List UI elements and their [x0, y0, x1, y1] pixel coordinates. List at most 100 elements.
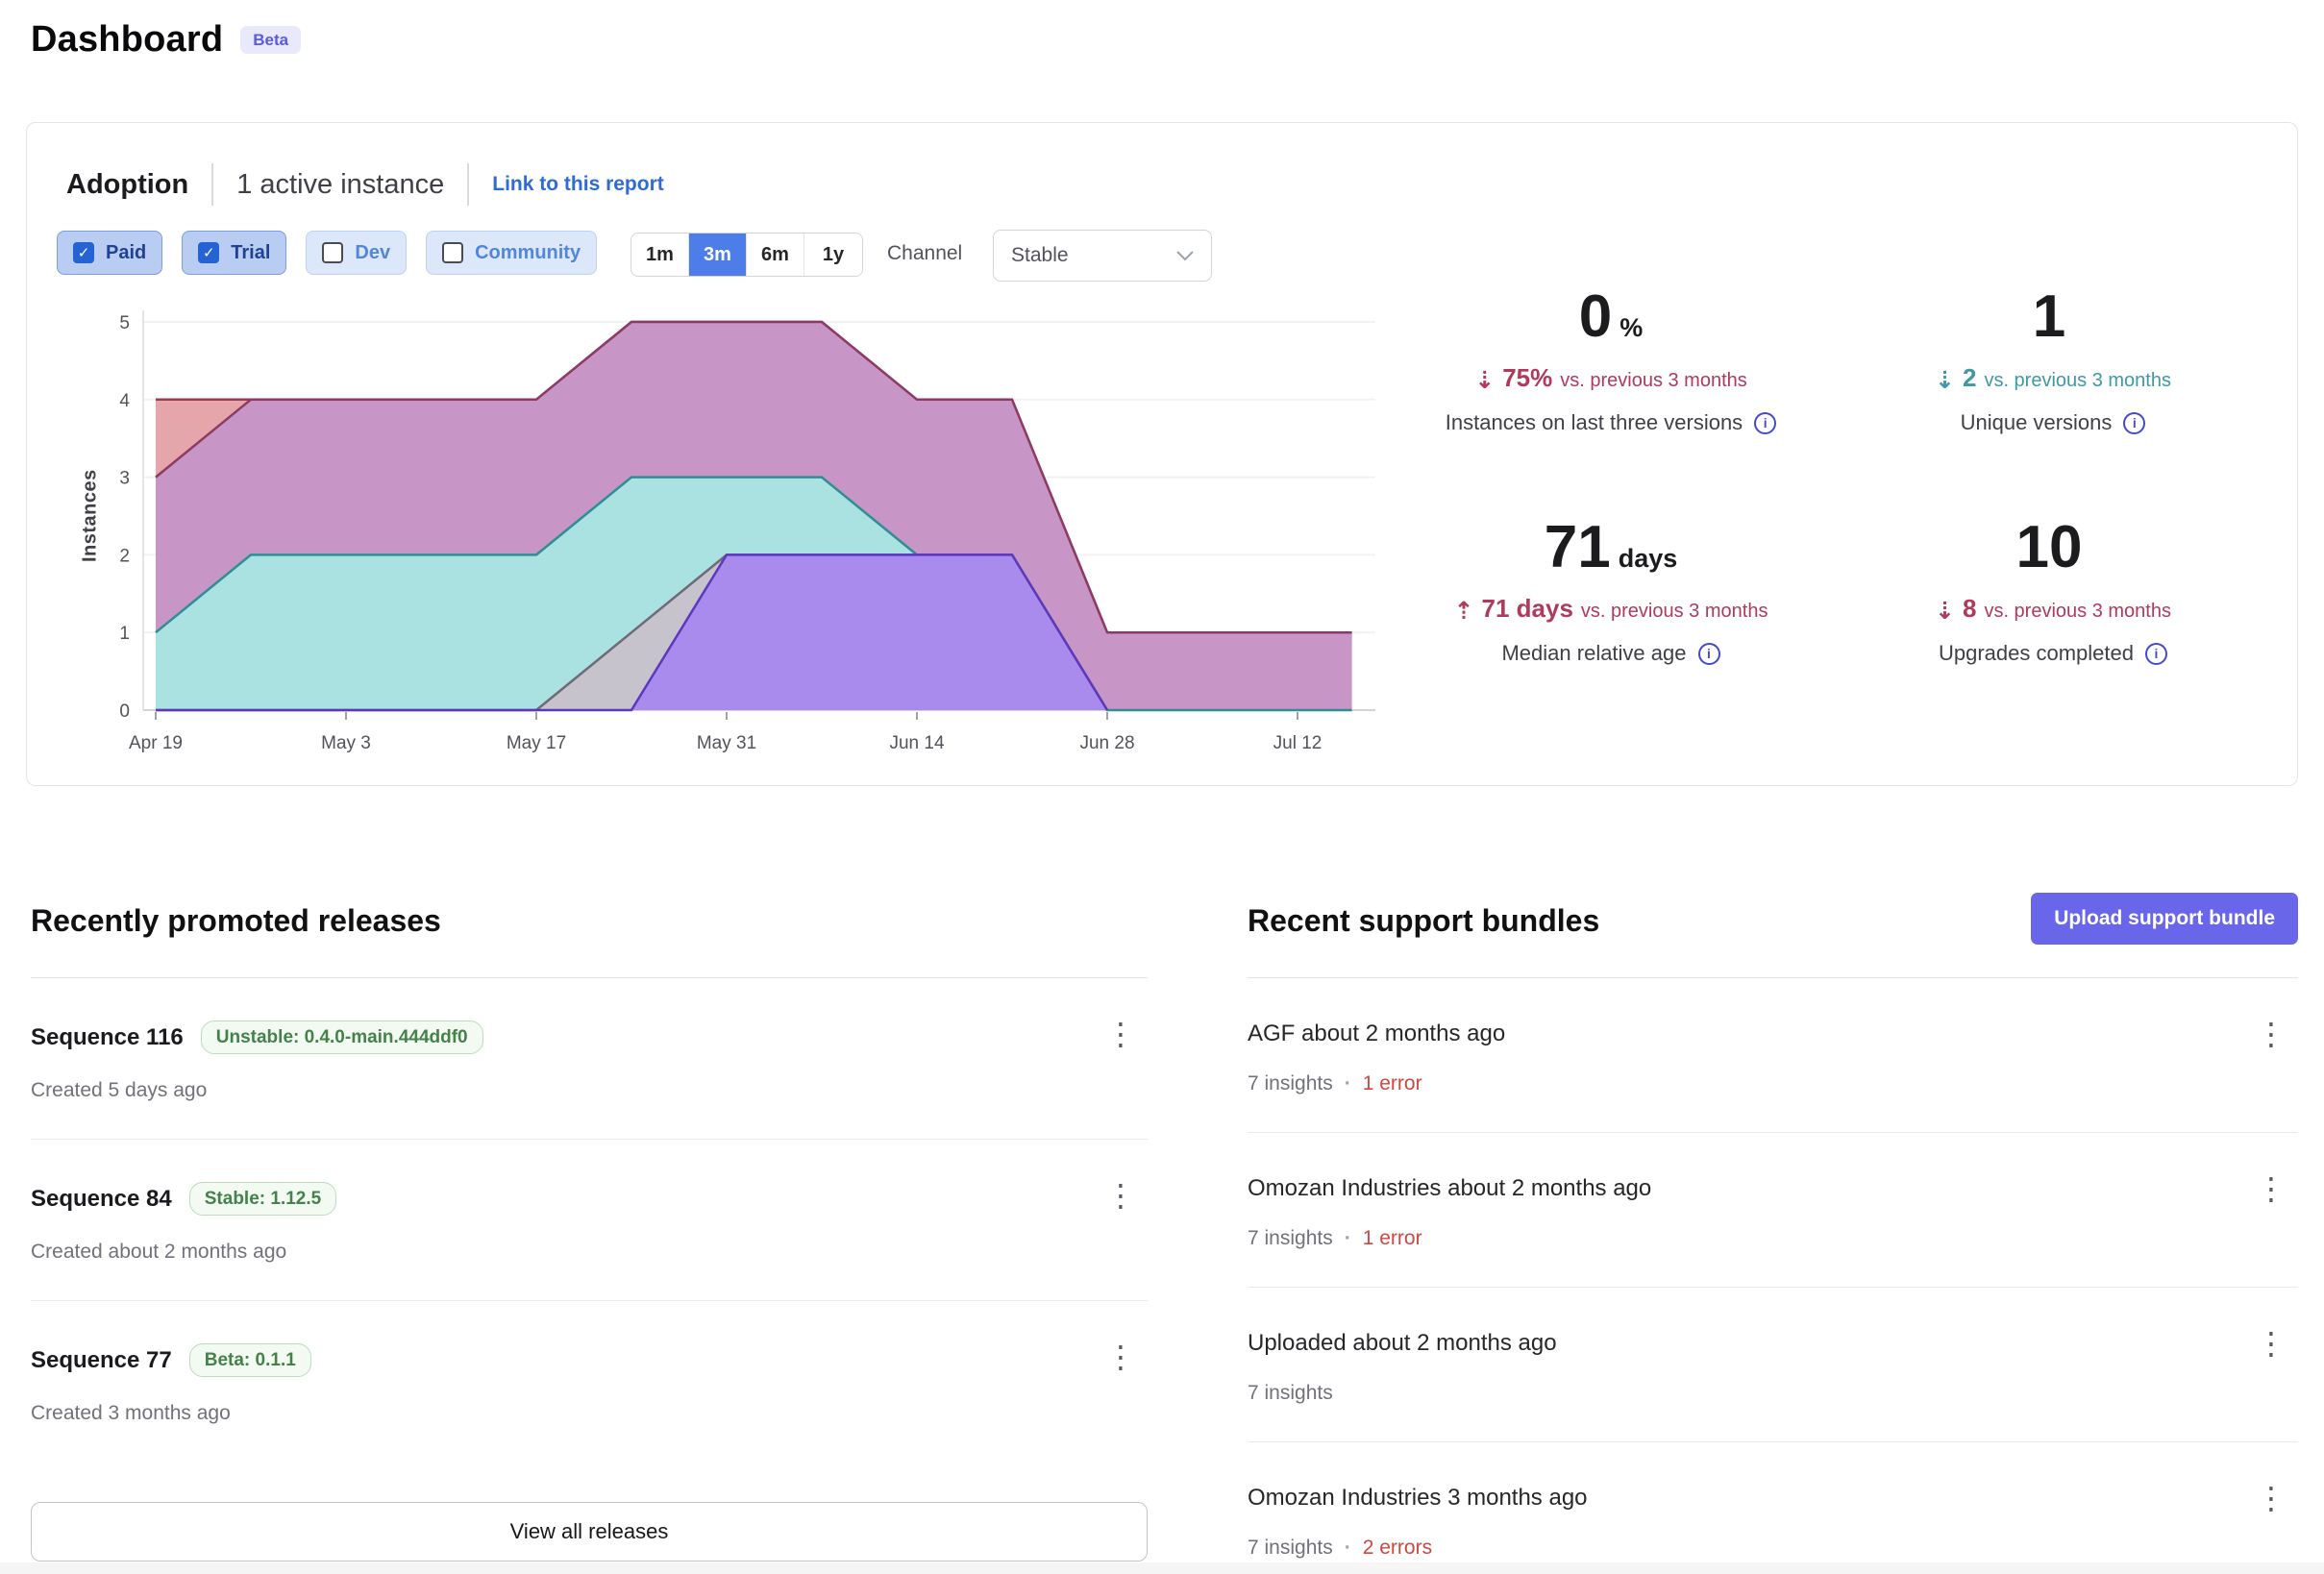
kebab-menu-icon[interactable]: ⋮	[2256, 1171, 2287, 1206]
divider	[31, 977, 1148, 978]
link-to-report[interactable]: Link to this report	[492, 173, 664, 195]
dot-separator: ·	[1344, 1227, 1351, 1249]
kebab-menu-icon[interactable]: ⋮	[1105, 1178, 1136, 1213]
dot-separator: ·	[1344, 1072, 1351, 1094]
adoption-card-header: Adoption 1 active instance Link to this …	[66, 163, 664, 206]
trend-arrow-icon: ⇣	[1474, 367, 1496, 395]
checkbox-icon[interactable]: ✓	[442, 242, 464, 263]
time-range-selector: 1m 3m 6m 1y	[630, 233, 863, 277]
adoption-card: Adoption 1 active instance Link to this …	[26, 122, 2298, 786]
stat-label: Instances on last three versions	[1445, 410, 1743, 435]
support-bundle-row[interactable]: Uploaded about 2 months ago 7 insights ·…	[1248, 1288, 2298, 1442]
bundle-errors: 1 error	[1362, 1227, 1422, 1249]
kebab-menu-icon[interactable]: ⋮	[1105, 1017, 1136, 1051]
stat-value: 1	[2032, 283, 2066, 350]
view-all-releases-button[interactable]: View all releases	[31, 1502, 1148, 1562]
divider	[467, 163, 470, 206]
svg-text:Jun 14: Jun 14	[889, 733, 944, 753]
stat-median-relative-age: 71 days ⇡ 71 days vs. previous 3 months …	[1390, 514, 1832, 746]
kebab-menu-icon[interactable]: ⋮	[2256, 1017, 2287, 1051]
checkbox-icon[interactable]: ✓	[198, 242, 220, 263]
filter-chip-paid[interactable]: ✓ Paid	[57, 231, 163, 275]
checkbox-icon[interactable]: ✓	[73, 242, 94, 263]
bundle-title: AGF about 2 months ago	[1248, 1021, 1506, 1046]
stat-value: 71	[1544, 514, 1611, 580]
stat-upgrades-completed: 10 ⇣ 8 vs. previous 3 months Upgrades co…	[1832, 514, 2274, 746]
stat-delta: ⇡ 71 days vs. previous 3 months	[1453, 594, 1768, 626]
range-1m[interactable]: 1m	[631, 234, 689, 276]
release-row[interactable]: Sequence 77 Beta: 0.1.1 Created 3 months…	[31, 1301, 1148, 1462]
upload-support-bundle-button[interactable]: Upload support bundle	[2031, 893, 2298, 945]
svg-text:3: 3	[119, 469, 130, 489]
dot-separator: ·	[1344, 1537, 1351, 1559]
filter-label: Trial	[231, 241, 271, 263]
bundle-title: Omozan Industries about 2 months ago	[1248, 1175, 1652, 1201]
bundles-heading: Recent support bundles	[1248, 903, 1600, 938]
releases-heading: Recently promoted releases	[31, 903, 441, 938]
filter-chip-community[interactable]: ✓ Community	[426, 231, 598, 275]
bundle-insights: 7 insights	[1248, 1382, 1333, 1404]
bundle-insights: 7 insights	[1248, 1227, 1333, 1249]
release-title: Sequence 77	[31, 1346, 172, 1373]
info-icon[interactable]: i	[1754, 411, 1777, 434]
release-version-badge: Stable: 1.12.5	[188, 1182, 337, 1216]
support-bundle-row[interactable]: Omozan Industries about 2 months ago 7 i…	[1248, 1133, 2298, 1288]
release-created: Created 3 months ago	[31, 1402, 231, 1424]
stat-value: 0	[1578, 283, 1613, 350]
range-1y[interactable]: 1y	[804, 234, 862, 276]
release-version-badge: Unstable: 0.4.0-main.444ddf0	[200, 1021, 483, 1054]
recent-releases-section: Recently promoted releases Sequence 116 …	[31, 903, 1148, 1562]
chevron-down-icon	[1176, 250, 1194, 260]
next-section-edge	[0, 1562, 2324, 1574]
kebab-menu-icon[interactable]: ⋮	[1105, 1340, 1136, 1374]
adoption-stats: 0 % ⇣ 75% vs. previous 3 months Instance…	[1390, 283, 2274, 746]
svg-text:Apr 19: Apr 19	[129, 733, 183, 753]
info-icon[interactable]: i	[1697, 642, 1720, 665]
filter-label: Paid	[106, 241, 147, 263]
filter-label: Community	[475, 241, 581, 263]
svg-text:0: 0	[119, 701, 130, 722]
release-row[interactable]: Sequence 84 Stable: 1.12.5 Created about…	[31, 1140, 1148, 1301]
bundle-errors: 2 errors	[1362, 1537, 1433, 1559]
bundle-errors: 1 error	[1362, 1072, 1422, 1094]
release-version-badge: Beta: 0.1.1	[188, 1343, 311, 1377]
svg-text:Jul 12: Jul 12	[1273, 733, 1323, 753]
channel-label: Channel	[887, 242, 963, 264]
svg-text:Jun 28: Jun 28	[1079, 733, 1134, 753]
stat-instances-last-three-versions: 0 % ⇣ 75% vs. previous 3 months Instance…	[1390, 283, 1832, 515]
release-title: Sequence 116	[31, 1023, 184, 1050]
channel-select[interactable]: Stable	[993, 230, 1212, 282]
trend-arrow-icon: ⇣	[1935, 367, 1955, 395]
svg-text:2: 2	[119, 546, 130, 566]
stat-label: Upgrades completed	[1938, 641, 2134, 666]
bundle-insights: 7 insights	[1248, 1537, 1333, 1559]
trend-arrow-icon: ⇡	[1453, 598, 1474, 626]
license-filters: ✓ Paid ✓ Trial ✓ Dev ✓ Community	[57, 231, 598, 275]
stat-label: Unique versions	[1960, 410, 2113, 435]
support-bundle-row[interactable]: AGF about 2 months ago 7 insights · 1 er…	[1248, 978, 2298, 1133]
support-bundles-section: Recent support bundles Upload support bu…	[1248, 893, 2298, 1574]
release-row[interactable]: Sequence 116 Unstable: 0.4.0-main.444ddf…	[31, 978, 1148, 1140]
adoption-area-chart: 0 1 2 3 4 5 Apr 19 May 3 May 17 May 31 Jun 14 Jun 2…	[119, 310, 1375, 753]
support-bundle-row[interactable]: Omozan Industries 3 months ago 7 insight…	[1248, 1442, 2298, 1574]
stat-delta: ⇣ 2 vs. previous 3 months	[1935, 363, 2171, 395]
filter-chip-trial[interactable]: ✓ Trial	[182, 231, 287, 275]
svg-text:4: 4	[119, 391, 130, 411]
svg-text:May 3: May 3	[321, 733, 371, 753]
page-header: Dashboard Beta	[31, 19, 302, 61]
range-6m[interactable]: 6m	[747, 234, 804, 276]
kebab-menu-icon[interactable]: ⋮	[2256, 1481, 2287, 1515]
stat-value: 10	[2015, 514, 2083, 580]
divider	[211, 163, 214, 206]
filter-chip-dev[interactable]: ✓ Dev	[306, 231, 408, 275]
stat-unit: days	[1618, 544, 1678, 573]
checkbox-icon[interactable]: ✓	[322, 242, 344, 263]
range-3m[interactable]: 3m	[689, 234, 747, 276]
kebab-menu-icon[interactable]: ⋮	[2256, 1326, 2287, 1361]
stat-unit: %	[1619, 313, 1644, 342]
beta-badge: Beta	[240, 26, 302, 54]
svg-text:May 17: May 17	[507, 733, 566, 753]
info-icon[interactable]: i	[2123, 411, 2146, 434]
info-icon[interactable]: i	[2145, 642, 2167, 665]
